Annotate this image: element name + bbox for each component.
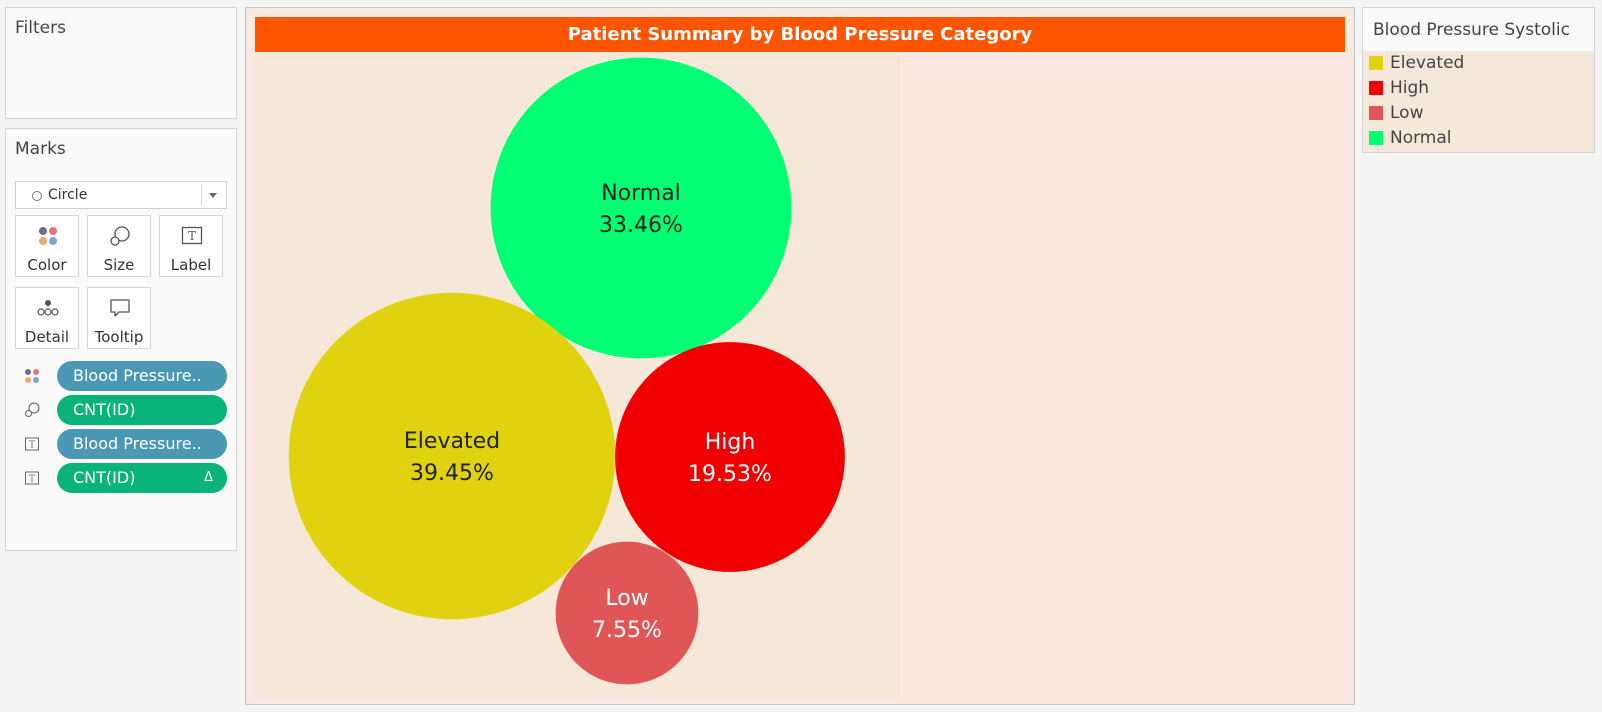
svg-text:T: T — [29, 475, 35, 485]
tooltip-button-label: Tooltip — [94, 328, 144, 346]
legend-swatch — [1369, 56, 1383, 70]
tooltip-button[interactable]: Tooltip — [87, 287, 151, 349]
legend-title: Blood Pressure Systolic — [1373, 20, 1570, 40]
bubble-elevated-value: 39.45% — [410, 461, 494, 486]
filters-title: Filters — [15, 18, 66, 38]
bubble-chart: Normal 33.46% Elevated 39.45% High 19.53% Low 7… — [288, 57, 845, 685]
detail-button[interactable]: Detail — [15, 287, 79, 349]
legend-swatch — [1369, 106, 1383, 120]
tooltip-icon — [110, 299, 130, 317]
svg-text:T: T — [29, 441, 35, 451]
color-icon — [25, 369, 39, 383]
bubble-high-name: High — [705, 430, 756, 455]
bubble-high-value: 19.53% — [688, 462, 772, 487]
detail-icon — [37, 300, 59, 316]
label-count-pill[interactable]: CNT(ID) Δ — [57, 463, 227, 493]
pill-row-color: Blood Pressure.. — [24, 361, 229, 391]
bubble-high-mark[interactable] — [615, 342, 845, 572]
bubble-low-value: 7.55% — [592, 618, 662, 643]
circle-icon — [32, 191, 42, 201]
detail-button-label: Detail — [24, 328, 70, 346]
plot-area: Normal 33.46% Elevated 39.45% High 19.53% Low 7… — [255, 52, 900, 699]
pill-row-size: CNT(ID) — [24, 395, 229, 425]
label-icon: T — [25, 471, 39, 485]
color-button-label: Color — [27, 256, 67, 274]
color-legend: Blood Pressure Systolic Elevated High Lo… — [1362, 7, 1595, 153]
chart-view: Patient Summary by Blood Pressure Catego… — [245, 7, 1355, 705]
legend-swatch — [1369, 131, 1383, 145]
pill-row-label-2: T CNT(ID) Δ — [24, 463, 229, 493]
label-field-pill[interactable]: Blood Pressure.. — [57, 429, 227, 459]
bubble-elevated[interactable]: Elevated 39.45% — [288, 292, 616, 620]
bubble-normal-mark[interactable] — [490, 57, 792, 359]
bubble-elevated-mark[interactable] — [288, 292, 616, 620]
label-icon: T — [25, 437, 39, 451]
size-icon — [24, 402, 40, 418]
filters-shelf[interactable]: Filters — [5, 7, 237, 119]
pill-row-label-1: T Blood Pressure.. — [24, 429, 229, 459]
color-button[interactable]: Color — [15, 215, 79, 277]
legend-swatch — [1369, 81, 1383, 95]
mark-type-value: Circle — [48, 187, 88, 203]
bubble-normal[interactable]: Normal 33.46% — [490, 57, 792, 359]
size-button-label: Size — [103, 256, 135, 274]
marks-card: Marks Circle Color Size T Label — [5, 128, 237, 551]
label-icon: T — [181, 226, 203, 245]
bubble-low-name: Low — [605, 586, 648, 611]
bubble-low-mark[interactable] — [555, 541, 699, 685]
bubble-normal-value: 33.46% — [599, 213, 683, 238]
size-button[interactable]: Size — [87, 215, 151, 277]
color-icon — [39, 227, 57, 245]
svg-text:T: T — [188, 229, 196, 243]
chart-title: Patient Summary by Blood Pressure Catego… — [255, 17, 1345, 52]
mark-type-dropdown[interactable]: Circle — [15, 181, 227, 209]
marks-title: Marks — [15, 139, 66, 159]
chevron-down-icon — [209, 193, 217, 198]
size-field-pill[interactable]: CNT(ID) — [57, 395, 227, 425]
bubble-normal-name: Normal — [601, 181, 681, 206]
size-icon — [110, 226, 130, 246]
bubble-high[interactable]: High 19.53% — [615, 342, 845, 572]
label-button[interactable]: T Label — [159, 215, 223, 277]
label-button-label: Label — [170, 256, 212, 274]
color-field-pill[interactable]: Blood Pressure.. — [57, 361, 227, 391]
bubble-elevated-name: Elevated — [404, 429, 500, 454]
bubble-low[interactable]: Low 7.55% — [555, 541, 699, 685]
delta-icon: Δ — [204, 470, 213, 485]
